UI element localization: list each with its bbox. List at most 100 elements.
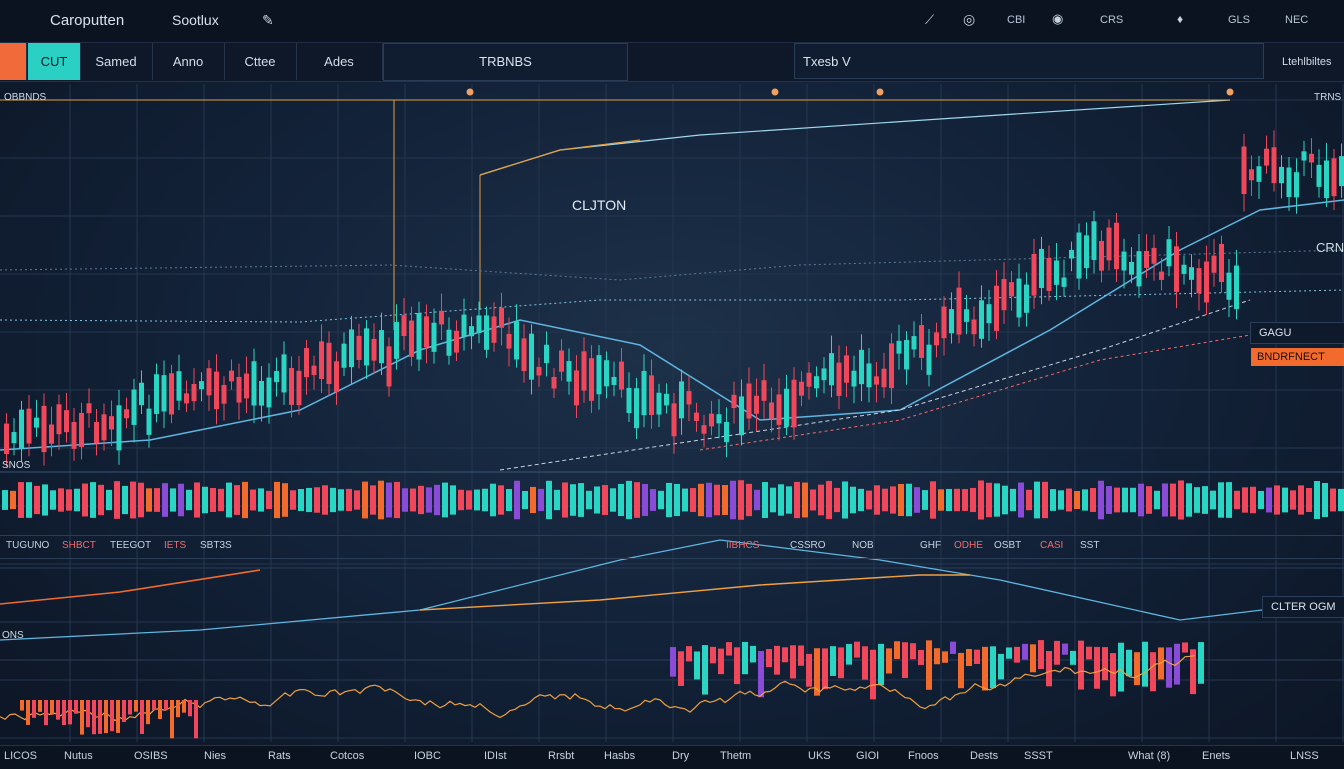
bottom-item[interactable]: Dests: [970, 750, 999, 762]
lower-bar: [798, 645, 804, 666]
volume-bar: [1250, 486, 1256, 514]
volume-bar: [138, 482, 144, 518]
bottom-item[interactable]: Enets: [1202, 750, 1231, 762]
candle-body: [926, 344, 932, 375]
panel-right-title[interactable]: Txesb V: [794, 43, 1264, 79]
strip-item[interactable]: TEEGOT: [110, 540, 152, 551]
bottom-item[interactable]: Fnoos: [908, 750, 939, 762]
volume-bar: [722, 485, 728, 515]
menu-gls[interactable]: GLS: [1228, 14, 1251, 26]
bottom-item[interactable]: Nutus: [64, 750, 93, 762]
volume-bar: [290, 490, 296, 510]
strip-item[interactable]: CASI: [1040, 540, 1064, 551]
volume-bar: [1082, 489, 1088, 511]
lower-bar: [86, 700, 90, 728]
volume-bar: [1050, 489, 1056, 511]
strip-item[interactable]: OSBT: [994, 540, 1022, 551]
volume-bar: [738, 480, 744, 520]
lower-bar: [782, 647, 788, 663]
candle-body: [484, 315, 489, 350]
tab-cttee[interactable]: Cttee: [224, 43, 297, 80]
lower-bar: [1070, 650, 1076, 665]
lower-bar: [68, 700, 72, 725]
bottom-item[interactable]: LNSS: [1290, 750, 1319, 762]
volume-bar: [1330, 488, 1336, 512]
strip-item[interactable]: NOB: [852, 540, 874, 551]
volume-bar: [1010, 488, 1016, 512]
tab-anno[interactable]: Anno: [152, 43, 225, 80]
volume-bar: [1138, 483, 1144, 517]
bottom-item[interactable]: Nies: [204, 750, 227, 762]
candle-body: [701, 425, 707, 434]
top-bar: Caroputten Sootlux ✎ ⟋ ◎ CBI ◉ CRS ♦ GLS…: [0, 0, 1344, 43]
menu-nec[interactable]: NEC: [1285, 14, 1309, 26]
bottom-item[interactable]: Thetm: [720, 750, 752, 762]
candle-body: [1114, 222, 1119, 270]
candle-body: [1121, 251, 1127, 271]
chart-icon[interactable]: ⟋: [925, 12, 935, 27]
volume-bar: [818, 484, 824, 516]
volume-bar: [914, 487, 920, 513]
bottom-item[interactable]: What (8): [1128, 750, 1171, 762]
bottom-item[interactable]: OSIBS: [134, 750, 168, 762]
bottom-item[interactable]: IDIst: [484, 750, 507, 762]
volume-bar: [170, 488, 176, 512]
candle-body: [851, 370, 857, 387]
app-title: Caroputten: [50, 12, 125, 29]
bottom-item[interactable]: Dry: [672, 750, 690, 762]
volume-bar: [538, 488, 544, 512]
menu-cbi[interactable]: CBI: [1007, 14, 1026, 26]
tab-cut[interactable]: CUT: [28, 43, 81, 80]
candle-body: [161, 375, 167, 412]
candle-body: [521, 338, 527, 372]
settings-icon[interactable]: ◉: [1052, 11, 1064, 26]
bottom-item[interactable]: Cotcos: [330, 750, 365, 762]
tab-samed[interactable]: Samed: [80, 43, 153, 80]
candle-body: [1061, 277, 1067, 287]
volume-bar: [746, 483, 752, 517]
strip-item[interactable]: IETS: [164, 540, 187, 551]
strip-item[interactable]: IIBHCS: [726, 540, 760, 551]
volume-bar: [586, 490, 592, 510]
lower-bar: [1110, 653, 1116, 697]
bottom-item[interactable]: LICOS: [4, 750, 38, 762]
bottom-item[interactable]: Rrsbt: [548, 750, 575, 762]
strip-item[interactable]: TUGUNO: [6, 540, 50, 551]
bottom-item[interactable]: SSST: [1024, 750, 1053, 762]
candle-body: [919, 325, 924, 358]
candle-body: [341, 343, 347, 368]
strip-item[interactable]: SST: [1080, 540, 1100, 551]
strip-item[interactable]: GHF: [920, 540, 942, 551]
bottom-item[interactable]: Hasbs: [604, 750, 636, 762]
panel-center-title[interactable]: TRBNBS: [383, 43, 628, 81]
lower-bar: [1046, 651, 1052, 687]
candle-body: [934, 332, 939, 346]
strip-item[interactable]: SHBCT: [62, 540, 96, 551]
bottom-item[interactable]: GIOI: [856, 750, 880, 762]
price-tag-orange[interactable]: BNDRFNECT: [1251, 348, 1344, 366]
candle-body: [986, 304, 992, 324]
lower-bar: [750, 645, 756, 663]
bottom-item[interactable]: Rats: [268, 750, 291, 762]
candle-body: [836, 362, 842, 396]
candle-body: [11, 432, 17, 444]
bottom-item[interactable]: IOBC: [414, 750, 441, 762]
right-box-gagu[interactable]: GAGU: [1250, 322, 1344, 344]
candle-body: [116, 405, 122, 451]
tab-ades[interactable]: Ades: [296, 43, 383, 80]
pen-icon[interactable]: ✎: [262, 12, 274, 28]
strip-item[interactable]: CSSRO: [790, 540, 826, 551]
globe-icon[interactable]: ◎: [963, 11, 976, 27]
candle-body: [1219, 243, 1224, 283]
lower-bar: [998, 653, 1004, 680]
menu-crs[interactable]: CRS: [1100, 14, 1124, 26]
lower-bar: [878, 643, 884, 686]
strip-item[interactable]: ODHE: [954, 540, 983, 551]
lower-right-box[interactable]: CLTER OGM: [1262, 596, 1344, 618]
bell-icon[interactable]: ♦: [1177, 12, 1184, 26]
bottom-item[interactable]: UKS: [808, 750, 831, 762]
strip-item[interactable]: SBT3S: [200, 540, 232, 551]
tab-orange[interactable]: [0, 43, 27, 80]
candle-body: [41, 405, 47, 453]
